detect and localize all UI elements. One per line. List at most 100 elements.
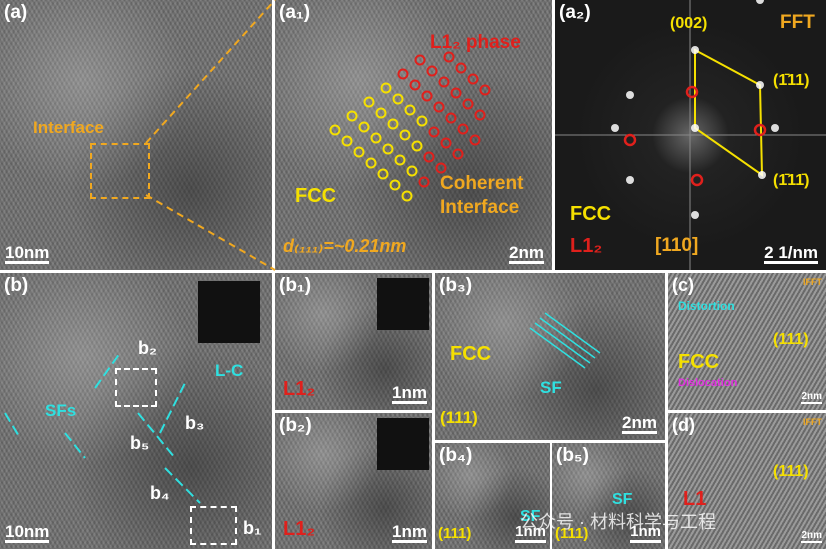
marker bbox=[406, 165, 418, 177]
annotation: SF bbox=[540, 378, 562, 397]
marker bbox=[474, 109, 486, 121]
annotation: Interface bbox=[33, 118, 104, 137]
scale-bar: 1nm bbox=[630, 523, 661, 543]
annotation: SF bbox=[520, 508, 541, 525]
marker bbox=[377, 168, 389, 180]
fft-inset bbox=[377, 278, 429, 330]
marker bbox=[469, 134, 481, 146]
marker bbox=[756, 81, 764, 89]
panel-label: (b₁) bbox=[279, 275, 312, 296]
annotation: Dislocation bbox=[678, 377, 738, 389]
marker bbox=[375, 107, 387, 119]
marker bbox=[457, 123, 469, 135]
panel-label: (b₅) bbox=[556, 445, 589, 466]
marker bbox=[365, 157, 377, 169]
annotation: FCC bbox=[450, 343, 492, 365]
marker bbox=[685, 85, 699, 99]
marker bbox=[433, 101, 445, 113]
marker bbox=[438, 76, 450, 88]
marker bbox=[623, 133, 637, 147]
marker bbox=[416, 115, 428, 127]
annotation: FCC bbox=[678, 351, 720, 373]
annotation: (111) bbox=[440, 408, 478, 427]
annotation: b₃ bbox=[185, 413, 205, 433]
zoom-box bbox=[90, 143, 150, 199]
marker bbox=[380, 82, 392, 94]
marker bbox=[443, 51, 455, 63]
annotation: Distortion bbox=[678, 299, 735, 313]
annotation: (1̄11̄) bbox=[773, 172, 810, 189]
panel-b4: (b₄) SF (111) 1nm bbox=[435, 443, 550, 549]
panel-a2: (a₂) (002) FFT (1̄11) (1̄11̄) FCC L1₂ [1… bbox=[555, 0, 826, 270]
scale-bar: 1nm bbox=[392, 383, 427, 404]
annotation: (111) bbox=[438, 525, 472, 542]
watermark: 公众号 · 材料科学与工程 bbox=[520, 512, 716, 532]
annotation: (111) bbox=[773, 463, 809, 480]
marker bbox=[756, 0, 764, 4]
panel-b2: (b₂) L1₂ 1nm bbox=[275, 413, 432, 549]
marker bbox=[435, 162, 447, 174]
annotation: L1 bbox=[683, 488, 707, 510]
annotation: d₍₁₁₁₎=~0.21nm bbox=[283, 236, 407, 256]
annotation: SF bbox=[612, 491, 633, 508]
annotation: b₄ bbox=[150, 483, 170, 503]
annotation: (111) bbox=[555, 525, 589, 542]
annotation: (111) bbox=[773, 331, 809, 348]
scale-bar: 2nm bbox=[801, 530, 822, 543]
annotation: [110] bbox=[655, 235, 699, 256]
marker bbox=[440, 137, 452, 149]
zoom-box bbox=[115, 368, 157, 407]
scale-bar: 2 1/nm bbox=[764, 243, 818, 264]
marker bbox=[341, 135, 353, 147]
marker bbox=[691, 46, 699, 54]
marker bbox=[428, 126, 440, 138]
atom-markers bbox=[329, 51, 491, 202]
marker bbox=[611, 124, 619, 132]
annotation: L1₂ phase bbox=[430, 32, 521, 53]
marker bbox=[691, 211, 699, 219]
marker bbox=[409, 79, 421, 91]
marker bbox=[445, 112, 457, 124]
panel-b: (b) b₂ L-C SFs b₃ b₅ b₄ b₁ 10nm bbox=[0, 273, 272, 549]
sf-lines bbox=[4, 281, 260, 504]
sf-lines bbox=[529, 312, 601, 369]
marker bbox=[394, 154, 406, 166]
marker bbox=[397, 68, 409, 80]
panel-b3: (b₃) FCC SF (111) 2nm bbox=[435, 273, 665, 440]
marker bbox=[414, 54, 426, 66]
panel-a1: (a₁) L1₂ phase FCC Coherent Interface d₍… bbox=[275, 0, 552, 270]
panel-label: (d) bbox=[672, 415, 695, 435]
marker bbox=[387, 118, 399, 130]
panel-label: (a₁) bbox=[279, 2, 311, 23]
scale-bar: 2nm bbox=[622, 413, 657, 434]
annotation: L1₂ bbox=[570, 235, 603, 257]
annotation: FCC bbox=[570, 203, 612, 225]
marker bbox=[363, 96, 375, 108]
marker bbox=[423, 151, 435, 163]
marker bbox=[426, 65, 438, 77]
panel-c: (c) IFFT Distortion (111) FCC Dislocatio… bbox=[668, 273, 826, 410]
panel-label: (a₂) bbox=[559, 2, 591, 23]
scale-bar: 10nm bbox=[5, 243, 50, 264]
marker bbox=[401, 190, 413, 202]
annotation: FCC bbox=[295, 185, 337, 207]
marker bbox=[452, 148, 464, 160]
fft-pattern bbox=[555, 0, 826, 270]
annotation: b₁ bbox=[243, 518, 262, 538]
panel-a: (a) Interface 10nm bbox=[0, 0, 272, 270]
marker bbox=[771, 124, 779, 132]
marker bbox=[690, 173, 704, 187]
marker bbox=[626, 176, 634, 184]
scale-bar: 10nm bbox=[5, 522, 50, 543]
panel-label: (b₂) bbox=[279, 415, 312, 436]
panel-label: (a) bbox=[4, 2, 28, 23]
panel-d: (d) IFFT (111) L1 2nm bbox=[668, 413, 826, 549]
annotation: L1₂ bbox=[283, 518, 316, 540]
marker bbox=[421, 90, 433, 102]
marker bbox=[462, 98, 474, 110]
annotation: L1₂ bbox=[283, 378, 316, 400]
panel-label: (b₃) bbox=[439, 275, 473, 296]
marker bbox=[404, 104, 416, 116]
panel-b1: (b₁) L1₂ 1nm bbox=[275, 273, 432, 410]
marker bbox=[450, 87, 462, 99]
